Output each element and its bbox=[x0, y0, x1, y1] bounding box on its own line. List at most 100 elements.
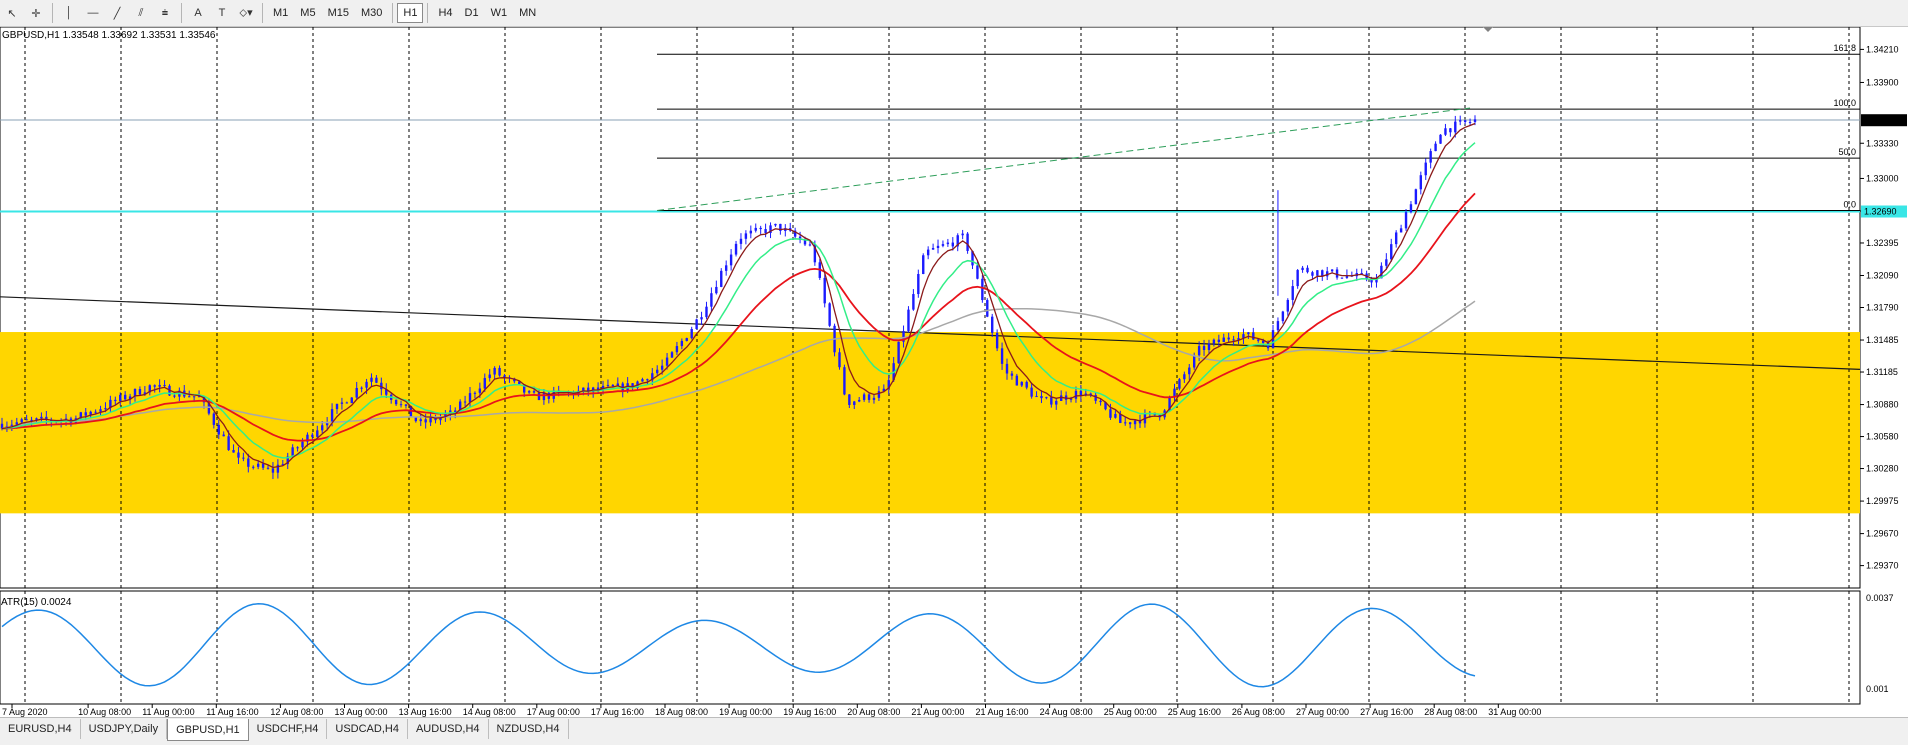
horizontal-line-icon[interactable]: — bbox=[87, 7, 99, 19]
candle-body bbox=[587, 387, 590, 392]
candle-body bbox=[503, 375, 506, 378]
candle-body bbox=[281, 464, 285, 466]
candle-body bbox=[631, 383, 634, 389]
candle-body bbox=[1335, 269, 1339, 278]
text-icon[interactable]: A bbox=[194, 7, 202, 19]
candle-body bbox=[1207, 343, 1211, 350]
candle-body bbox=[109, 399, 112, 409]
time-axis-label: 13 Aug 16:00 bbox=[399, 707, 452, 717]
candle-body bbox=[848, 394, 851, 405]
candle-body bbox=[729, 254, 733, 266]
candle-body bbox=[143, 392, 147, 395]
timeframe-m5-button[interactable]: M5 bbox=[300, 7, 316, 19]
channel-icon[interactable]: ⫽ bbox=[138, 6, 144, 19]
candle-body bbox=[355, 387, 358, 398]
candle-body bbox=[1404, 212, 1408, 229]
candle-body bbox=[759, 227, 762, 230]
price-tick-label: 1.30580 bbox=[1866, 432, 1899, 442]
candle-body bbox=[966, 233, 969, 251]
time-axis-label: 31 Aug 00:00 bbox=[1488, 707, 1541, 717]
candle-body bbox=[321, 425, 324, 431]
crosshair-icon[interactable]: ✛ bbox=[31, 7, 41, 20]
candle-body bbox=[261, 463, 265, 468]
candle-body bbox=[1419, 175, 1423, 190]
text-label-icon[interactable]: T bbox=[218, 7, 226, 19]
candle-body bbox=[232, 450, 235, 453]
candle-body bbox=[1291, 286, 1294, 300]
candle-body bbox=[665, 357, 669, 366]
candle-body bbox=[256, 463, 260, 467]
current-price-box bbox=[1861, 114, 1907, 127]
candle-body bbox=[104, 408, 107, 410]
candle-body bbox=[173, 395, 176, 397]
vertical-line-icon[interactable]: │ bbox=[65, 7, 73, 19]
timeframe-m15-button[interactable]: M15 bbox=[327, 7, 349, 19]
candle-body bbox=[1449, 128, 1452, 133]
candle-body bbox=[1222, 337, 1225, 343]
fibonacci-icon[interactable]: ⩧ bbox=[161, 6, 169, 19]
trendline-icon[interactable]: ╱ bbox=[113, 7, 121, 20]
candle-body bbox=[227, 436, 230, 451]
candle-body bbox=[163, 384, 166, 386]
candle-body bbox=[1227, 337, 1230, 340]
chart-tab[interactable]: AUDUSD,H4 bbox=[408, 719, 489, 739]
candle-body bbox=[882, 388, 886, 392]
candle-body bbox=[537, 392, 541, 401]
time-axis-label: 11 Aug 16:00 bbox=[206, 707, 258, 717]
candle-body bbox=[872, 397, 876, 400]
timeframe-m30-button[interactable]: M30 bbox=[360, 7, 383, 19]
chart-tab[interactable]: GBPUSD,H1 bbox=[167, 719, 249, 741]
chart-tab[interactable]: USDJPY,Daily bbox=[81, 719, 168, 739]
candle-body bbox=[1133, 420, 1137, 425]
candle-body bbox=[715, 286, 718, 294]
candle-body bbox=[458, 401, 462, 413]
timeframe-m1-button[interactable]: M1 bbox=[273, 7, 289, 19]
candle-body bbox=[1099, 400, 1102, 403]
candle-body bbox=[247, 458, 250, 467]
time-axis-label: 19 Aug 16:00 bbox=[783, 707, 836, 717]
price-tick-label: 1.30280 bbox=[1866, 464, 1899, 474]
candle-body bbox=[660, 365, 664, 370]
candle-body bbox=[616, 383, 620, 387]
chart-tab[interactable]: USDCHF,H4 bbox=[249, 719, 328, 739]
shapes-icon[interactable]: ⬦▾ bbox=[239, 7, 253, 19]
timeframe-h1-button[interactable]: H1 bbox=[397, 3, 424, 23]
candle-body bbox=[700, 317, 703, 320]
candle-body bbox=[523, 384, 526, 393]
cursor-icon[interactable]: ↖ bbox=[7, 7, 17, 20]
candle-body bbox=[1316, 270, 1319, 276]
candle-body bbox=[1390, 244, 1393, 260]
timeframe-d1-button[interactable]: D1 bbox=[464, 7, 479, 19]
timeframe-w1-button[interactable]: W1 bbox=[490, 7, 508, 19]
candle-body bbox=[606, 384, 610, 386]
price-chart-svg[interactable]: 1.342101.339001.333301.330001.326951.323… bbox=[0, 27, 1908, 717]
chart-tab[interactable]: USDCAD,H4 bbox=[327, 719, 408, 739]
candle-body bbox=[1473, 119, 1477, 122]
cyan-level-price-box bbox=[1861, 205, 1907, 218]
candle-body bbox=[84, 412, 87, 416]
candle-body bbox=[917, 273, 920, 295]
candle-body bbox=[1173, 388, 1176, 398]
time-axis-label: 21 Aug 16:00 bbox=[976, 707, 1029, 717]
chart-tabs-bar: EURUSD,H4 USDJPY,Daily GBPUSD,H1 USDCHF,H4 U… bbox=[0, 717, 1908, 745]
candle-body bbox=[1212, 339, 1216, 344]
candle-body bbox=[94, 411, 97, 413]
chart-area[interactable]: 1.342101.339001.333301.330001.326951.323… bbox=[0, 27, 1908, 717]
candle-body bbox=[685, 338, 688, 341]
timeframe-mn-button[interactable]: MN bbox=[519, 7, 537, 19]
timeframe-h4-button[interactable]: H4 bbox=[438, 7, 453, 19]
candle-body bbox=[1074, 390, 1078, 399]
candle-body bbox=[10, 424, 14, 427]
candle-body bbox=[444, 414, 447, 418]
toolbar-separator bbox=[52, 3, 53, 23]
candle-body bbox=[217, 424, 220, 435]
price-tick-label: 1.34210 bbox=[1866, 44, 1899, 54]
candle-body bbox=[197, 396, 201, 398]
candle-body bbox=[1202, 346, 1206, 350]
chart-tab[interactable]: EURUSD,H4 bbox=[0, 719, 81, 739]
candle-body bbox=[424, 419, 427, 423]
price-tick-label: 1.31790 bbox=[1866, 303, 1899, 313]
candle-body bbox=[153, 385, 156, 387]
candle-body bbox=[1232, 339, 1235, 341]
chart-tab[interactable]: NZDUSD,H4 bbox=[489, 719, 569, 739]
